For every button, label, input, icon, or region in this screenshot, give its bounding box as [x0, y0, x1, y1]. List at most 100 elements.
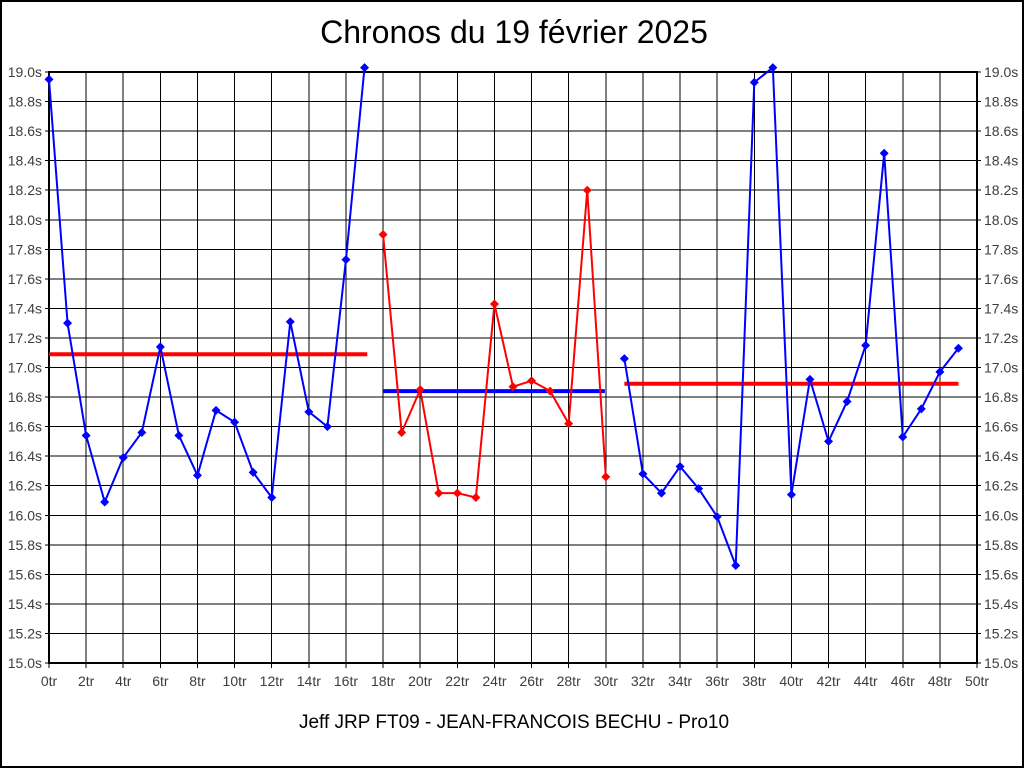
- y-axis-label-right: 15.8s: [984, 537, 1018, 553]
- x-axis-label: 42tr: [816, 673, 840, 689]
- y-axis-label-right: 16.4s: [984, 448, 1018, 464]
- x-axis-label: 16tr: [334, 673, 358, 689]
- stint-3-blue-marker: [694, 484, 704, 494]
- stint-1-blue-marker: [230, 417, 240, 427]
- stint-3-blue-marker: [712, 512, 722, 522]
- x-axis-label: 8tr: [189, 673, 206, 689]
- x-axis-label: 10tr: [223, 673, 247, 689]
- y-axis-label-right: 18.4s: [984, 153, 1018, 169]
- stint-1-blue-marker: [137, 428, 147, 438]
- stint-2-red-marker: [545, 386, 555, 396]
- stint-3-blue-marker: [879, 148, 889, 158]
- y-axis-label-right: 15.4s: [984, 596, 1018, 612]
- stint-1-blue-marker: [100, 497, 110, 507]
- stint-3-blue-marker: [861, 340, 871, 350]
- x-axis-label: 22tr: [445, 673, 469, 689]
- x-axis-label: 32tr: [631, 673, 655, 689]
- plot-border: [48, 71, 978, 664]
- stint-3-blue-marker: [749, 77, 759, 87]
- stint-3-blue-marker: [675, 461, 685, 471]
- y-axis-label-right: 17.8s: [984, 241, 1018, 257]
- x-axis-label: 34tr: [668, 673, 692, 689]
- stint-1-blue-marker: [341, 255, 351, 265]
- y-axis-label-left: 19.0s: [8, 64, 42, 80]
- x-axis-label: 44tr: [854, 673, 878, 689]
- y-axis-label-right: 16.2s: [984, 478, 1018, 494]
- stint-1-blue-line: [48, 67, 366, 505]
- y-axis-label-left: 15.0s: [8, 655, 42, 671]
- x-axis-label: 12tr: [260, 673, 284, 689]
- chart-footer: Jeff JRP FT09 - JEAN-FRANCOIS BECHU - Pr…: [298, 712, 730, 733]
- stint-2-red-marker: [471, 493, 481, 503]
- y-axis-label-left: 18.0s: [8, 212, 42, 228]
- x-axis-label: 48tr: [928, 673, 952, 689]
- stint-1-blue-marker: [44, 74, 54, 84]
- y-axis-label-right: 18.2s: [984, 182, 1018, 198]
- stint-1-blue-marker: [211, 405, 221, 415]
- x-axis-label: 30tr: [594, 673, 618, 689]
- x-axis-label: 24tr: [482, 673, 506, 689]
- stint-3-blue-marker: [953, 343, 963, 353]
- stint-2-red-marker: [452, 488, 462, 498]
- stint-1-blue-marker: [285, 317, 295, 327]
- y-axis-label-left: 18.6s: [8, 123, 42, 139]
- y-axis-label-left: 16.2s: [8, 478, 42, 494]
- y-axis-label-left: 16.6s: [8, 419, 42, 435]
- stint-3-blue-marker: [731, 560, 741, 570]
- stint-3-blue-marker: [898, 432, 908, 442]
- y-axis-label-left: 15.6s: [8, 566, 42, 582]
- y-axis-label-left: 16.8s: [8, 389, 42, 405]
- stint-3-blue-marker: [619, 354, 629, 364]
- y-axis-label-left: 17.0s: [8, 360, 42, 376]
- x-axis-label: 38tr: [742, 673, 766, 689]
- stint-1-blue-marker: [81, 430, 91, 440]
- stint-2-red-marker: [582, 185, 592, 195]
- x-axis-label: 46tr: [891, 673, 915, 689]
- stint-2-red-marker: [434, 488, 444, 498]
- stint-3-blue-marker: [935, 367, 945, 377]
- x-axis-label: 40tr: [779, 673, 803, 689]
- x-axis-label: 0tr: [41, 673, 58, 689]
- chart-title: Chronos du 19 février 2025: [320, 14, 708, 50]
- y-axis-label-left: 16.4s: [8, 448, 42, 464]
- stint-2-red-marker: [397, 428, 407, 438]
- y-axis-label-left: 17.4s: [8, 300, 42, 316]
- stint-2-red-marker: [601, 472, 611, 482]
- y-axis-label-left: 17.2s: [8, 330, 42, 346]
- x-axis-label: 36tr: [705, 673, 729, 689]
- stint-2-red-marker: [415, 385, 425, 395]
- x-axis-label: 4tr: [115, 673, 132, 689]
- x-axis-label: 14tr: [297, 673, 321, 689]
- y-axis-label-right: 19.0s: [984, 64, 1018, 80]
- y-axis-label-right: 18.0s: [984, 212, 1018, 228]
- y-axis-label-right: 17.4s: [984, 300, 1018, 316]
- stint-3-blue-marker: [638, 469, 648, 479]
- stint-1-blue-marker: [304, 407, 314, 417]
- stint-1-blue-marker: [174, 430, 184, 440]
- y-axis-label-right: 15.2s: [984, 625, 1018, 641]
- x-axis-label: 6tr: [152, 673, 169, 689]
- stint-2-red-marker: [378, 230, 388, 240]
- y-axis-label-right: 17.6s: [984, 271, 1018, 287]
- x-axis-label: 2tr: [78, 673, 95, 689]
- stint-1-blue-marker: [63, 318, 73, 328]
- y-axis-label-right: 15.6s: [984, 566, 1018, 582]
- y-axis-label-right: 16.0s: [984, 507, 1018, 523]
- y-axis-label-left: 18.4s: [8, 153, 42, 169]
- y-axis-label-left: 16.0s: [8, 507, 42, 523]
- stint-1-blue-marker: [118, 453, 128, 463]
- stint-1-blue-marker: [192, 470, 202, 480]
- stint-2-red-marker: [564, 419, 574, 429]
- y-axis-label-left: 17.6s: [8, 271, 42, 287]
- stint-3-blue-marker: [656, 488, 666, 498]
- y-axis-label-left: 18.2s: [8, 182, 42, 198]
- y-axis-label-right: 18.6s: [984, 123, 1018, 139]
- y-axis-label-right: 16.8s: [984, 389, 1018, 405]
- x-axis-label: 18tr: [371, 673, 395, 689]
- y-axis-label-left: 18.8s: [8, 94, 42, 110]
- y-axis-label-right: 15.0s: [984, 655, 1018, 671]
- y-axis-label-left: 15.4s: [8, 596, 42, 612]
- stint-2-red-marker: [489, 299, 499, 309]
